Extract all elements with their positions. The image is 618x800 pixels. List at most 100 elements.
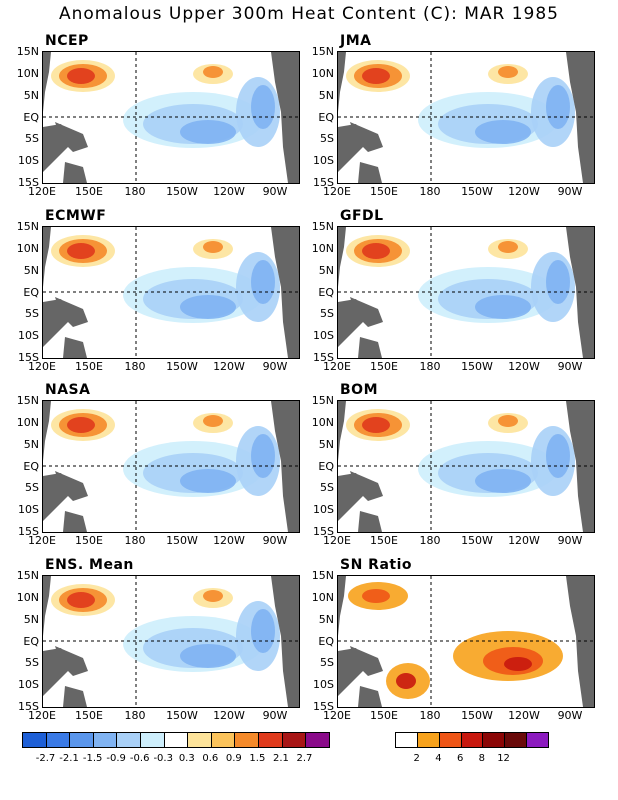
map-field — [43, 401, 299, 532]
lon-tick-label: 120E — [323, 709, 351, 722]
map-field — [338, 227, 594, 358]
lat-tick-label: 15S — [18, 176, 39, 189]
lat-tick-label: 5N — [318, 263, 334, 277]
map-panel-3 — [42, 226, 300, 359]
colorbar-swatch — [396, 733, 418, 747]
colorbar-label: 8 — [478, 753, 486, 764]
lat-tick-label: EQ — [23, 459, 39, 473]
lon-tick-label: 180 — [124, 534, 146, 547]
lat-tick-label: 10N — [311, 241, 334, 255]
lon-tick-label: 120W — [213, 534, 245, 547]
lat-tick-label: EQ — [23, 285, 39, 299]
lat-tick-label: 10N — [16, 241, 39, 255]
lat-tick-label: 5S — [320, 481, 334, 495]
lat-tick-label: EQ — [23, 634, 39, 648]
panel-title: SN Ratio — [340, 557, 413, 573]
lon-tick-label: 120W — [213, 185, 245, 198]
panel-title: NASA — [45, 382, 91, 398]
lat-tick-label: 15N — [311, 569, 334, 582]
lon-tick-label: 150E — [75, 709, 103, 722]
colorbar-label: -0.9 — [106, 753, 126, 764]
lat-tick-label: 10S — [313, 678, 334, 692]
colorbar-swatch — [527, 733, 549, 747]
figure-title: Anomalous Upper 300m Heat Content (C): M… — [58, 4, 559, 24]
lon-tick-label: 90W — [557, 360, 583, 373]
lon-tick-label: 180 — [124, 360, 146, 373]
colorbar-label: 2 — [413, 753, 420, 764]
lon-tick-label: 120E — [323, 185, 351, 198]
lat-tick-label: EQ — [23, 110, 39, 124]
lat-tick-label: 15N — [16, 569, 39, 582]
lat-tick-label: 10N — [311, 415, 334, 429]
map-field — [338, 576, 594, 707]
lon-tick-label: 120W — [508, 534, 540, 547]
lat-tick-label: 15S — [18, 700, 39, 713]
lat-tick-label: 10S — [18, 503, 39, 517]
lat-tick-label: EQ — [318, 634, 334, 648]
lat-tick-label: 5S — [25, 307, 39, 321]
colorbar-label: 4 — [435, 753, 442, 764]
lat-tick-label: 15N — [311, 45, 334, 58]
colorbar-label: -2.7 — [35, 753, 56, 764]
colorbar-swatch — [70, 733, 94, 747]
lat-tick-label: 5N — [318, 88, 334, 102]
lat-tick-label: 5N — [23, 612, 39, 626]
lon-tick-label: 90W — [262, 534, 288, 547]
colorbar-label: -0.6 — [129, 753, 150, 764]
colorbar-swatch — [505, 733, 528, 747]
lat-tick-label: EQ — [318, 285, 334, 299]
lon-tick-label: 120W — [508, 360, 540, 373]
lon-tick-label: 120E — [28, 709, 56, 722]
lon-tick-label: 180 — [419, 360, 441, 373]
colorbar-label: 0.6 — [202, 753, 219, 764]
lon-tick-label: 120E — [323, 360, 351, 373]
colorbar-label: -0.3 — [153, 753, 173, 764]
lon-tick-label: 150E — [370, 185, 398, 198]
map-field — [43, 576, 299, 707]
panel-title: ECMWF — [45, 208, 107, 224]
lon-tick-label: 180 — [419, 185, 441, 198]
lat-tick-label: 15S — [18, 351, 39, 364]
lon-tick-label: 120E — [28, 360, 56, 373]
lat-tick-label: 10S — [18, 329, 39, 343]
lat-tick-label: 15N — [16, 220, 39, 233]
lon-tick-label: 90W — [557, 185, 583, 198]
lat-tick-label: 5N — [23, 437, 39, 451]
lat-tick-label: 10N — [16, 66, 39, 80]
lon-tick-label: 150W — [166, 534, 198, 547]
lat-tick-label: 10N — [311, 66, 334, 80]
lon-tick-label: 180 — [124, 709, 146, 722]
map-panel-2 — [337, 51, 595, 184]
colorbar-swatch — [235, 733, 260, 747]
lat-tick-label: 10S — [313, 503, 334, 517]
lat-tick-label: 10S — [313, 154, 334, 168]
colorbar-swatch — [188, 733, 212, 747]
lat-tick-label: 5S — [320, 132, 334, 146]
lon-tick-label: 180 — [124, 185, 146, 198]
map-field — [338, 52, 594, 183]
panel-title: GFDL — [340, 208, 384, 224]
lat-tick-label: 15S — [313, 525, 334, 538]
colorbar-label: 1.5 — [249, 753, 266, 764]
map-panel-1 — [42, 51, 300, 184]
lat-tick-label: 5S — [25, 132, 39, 146]
lat-tick-label: EQ — [318, 110, 334, 124]
lat-tick-label: 5N — [318, 437, 334, 451]
lat-tick-label: 5S — [320, 656, 334, 670]
lon-tick-label: 120E — [323, 534, 351, 547]
colorbar-label: -1.5 — [82, 753, 103, 764]
lon-tick-label: 120W — [508, 185, 540, 198]
lat-tick-label: 15N — [16, 45, 39, 58]
lat-tick-label: 5S — [25, 481, 39, 495]
lon-tick-label: 90W — [262, 360, 288, 373]
lat-tick-label: 15S — [313, 700, 334, 713]
panel-title: BOM — [340, 382, 379, 398]
map-field — [43, 227, 299, 358]
lat-tick-label: 15S — [313, 176, 334, 189]
lat-tick-label: 15S — [313, 351, 334, 364]
anomaly-colorbar — [22, 732, 330, 748]
lon-tick-label: 120E — [28, 534, 56, 547]
lat-tick-label: 5N — [318, 612, 334, 626]
panel-title: JMA — [340, 33, 372, 49]
map-panel-5 — [42, 400, 300, 533]
